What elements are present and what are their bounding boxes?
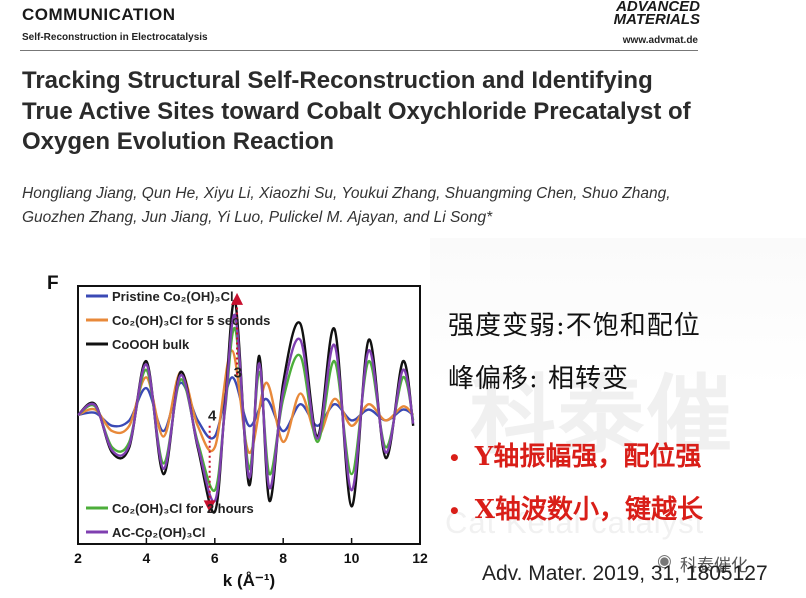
peak-annotation-0: 3 [234,364,242,381]
bullet-x-axis-text: X轴波数小，键越长 [474,495,703,525]
journal-logo: ADVANCED MATERIALS [590,0,700,28]
y-axis-label: k³χ(k) [70,395,71,435]
watermark-background [430,238,806,388]
legend-bottom-label-1: AC-Co₂(OH)₃Cl [112,525,205,540]
x-tick-label-0: 2 [74,550,82,566]
paper-authors: Hongliang Jiang, Qun He, Xiyu Li, Xiaozh… [22,185,671,226]
x-tick-label-3: 8 [279,550,287,566]
note-intensity: 强度变弱:不饱和配位 [448,311,701,341]
peak-marker-1 [231,292,244,305]
wechat-icon: ◉ [657,551,672,570]
legend-top-label-2: CoOOH bulk [112,337,190,352]
citation: Adv. Mater. 2019, 31, 1805127 [482,562,768,585]
x-tick-label-1: 4 [143,550,151,566]
x-tick-label-2: 6 [211,550,219,566]
watermark-english-text: Cat Ketal catalyst [445,505,705,540]
legend-top-label-0: Pristine Co₂(OH)₃Cl [112,289,234,304]
journal-url: www.advmat.de [622,35,698,46]
bullet-y-axis-text: Y轴振幅强，配位强 [474,442,702,472]
logo-line-1: ADVANCED [616,0,700,15]
logo-line-2: MATERIALS [613,11,700,28]
series-line-2 [77,299,415,514]
wechat-account-label: 科泰催化 [680,556,748,575]
peak-marker-0 [203,500,216,513]
exafs-chart: 3 4 Pristine Co₂(OH)₃Cl Co₂(OH)₃Cl for 5 se… [70,285,428,590]
series-line-4 [77,313,415,503]
bullet-y-axis: • Y轴振幅强，配位强 [448,436,701,473]
figure-panel-label: F [47,273,59,294]
x-tick-label-4: 10 [344,550,360,566]
subsection-label: Self-Reconstruction in Electrocatalysis [22,32,208,43]
bullet-dot: • [448,446,461,470]
peak-annotation-1: 4 [208,407,217,424]
x-tick-label-5: 12 [412,550,428,566]
section-label: COMMUNICATION [22,5,176,24]
bullet-x-axis: • X轴波数小，键越长 [448,489,703,526]
legend-top-label-1: Co₂(OH)₃Cl for 5 seconds [112,313,270,328]
watermark-logo-text: 科泰催 [470,366,734,466]
legend-bottom-label-0: Co₂(OH)₃Cl for 2 hours [112,501,254,516]
header-divider [20,50,698,51]
paper-title: Tracking Structural Self-Reconstruction … [22,67,691,155]
bullet-dot: • [448,499,461,523]
note-peak-shift: 峰偏移: 相转变 [448,364,630,394]
x-axis-label: k (Å⁻¹) [223,571,275,590]
